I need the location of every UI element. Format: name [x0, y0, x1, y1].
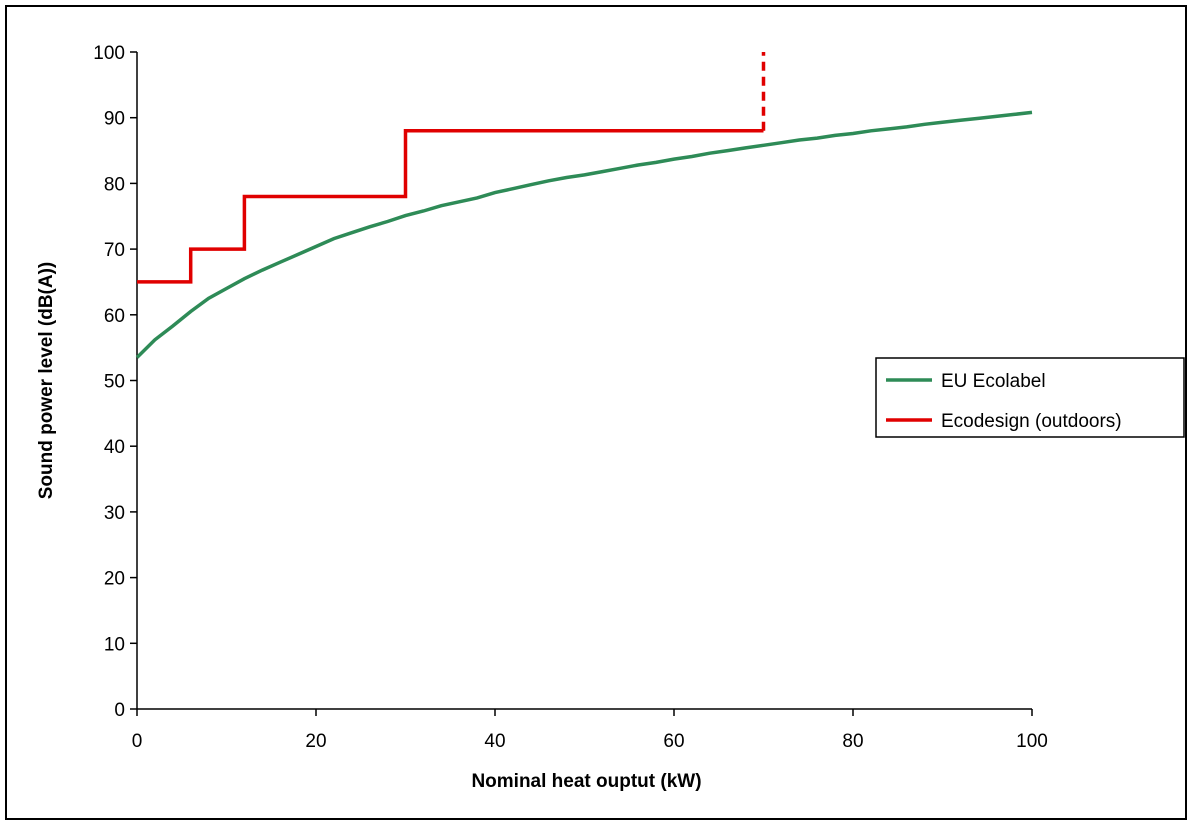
- legend-label-eu-ecolabel: EU Ecolabel: [941, 371, 1046, 392]
- x-axis-title: Nominal heat ouptut (kW): [471, 771, 701, 792]
- y-tick-label: 100: [93, 43, 125, 64]
- legend: EU Ecolabel Ecodesign (outdoors): [875, 357, 1185, 438]
- x-tick-label: 80: [842, 731, 863, 752]
- y-tick-label: 70: [104, 240, 125, 261]
- x-tick-label: 60: [663, 731, 684, 752]
- ticks: 0 10 20 30 40 50 60 70 80 90 100 0 20 40 60 80 100: [93, 43, 1048, 752]
- y-tick-label: 40: [104, 437, 125, 458]
- ecodesign-outdoors-line: [137, 129, 764, 284]
- y-tick-label: 90: [104, 109, 125, 130]
- y-axis-title: Sound power level (dB(A)): [36, 262, 57, 500]
- y-tick-label: 10: [104, 634, 125, 655]
- x-tick-label: 100: [1016, 731, 1048, 752]
- y-tick-label: 30: [104, 503, 125, 524]
- eu-ecolabel-line: [135, 110, 1033, 359]
- y-tick-label: 60: [104, 306, 125, 327]
- x-tick-label: 0: [132, 731, 143, 752]
- y-tick-label: 50: [104, 372, 125, 393]
- legend-box: [875, 357, 1185, 438]
- y-tick-label: 0: [114, 700, 125, 721]
- y-tick-label: 80: [104, 174, 125, 195]
- legend-label-ecodesign: Ecodesign (outdoors): [941, 411, 1122, 432]
- x-tick-label: 20: [305, 731, 326, 752]
- series: [135, 52, 1033, 359]
- y-tick-label: 20: [104, 569, 125, 590]
- x-tick-label: 40: [484, 731, 505, 752]
